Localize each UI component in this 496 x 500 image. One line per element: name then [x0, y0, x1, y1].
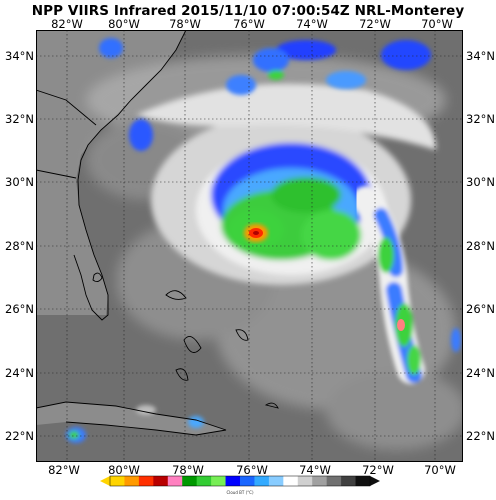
- land-cuba: [36, 402, 226, 435]
- hurricane-eye: [244, 224, 268, 242]
- coastlines: [36, 30, 279, 436]
- colorbar-title: Cloud BT (°C): [226, 490, 254, 495]
- colorbar-arrow-right: [370, 476, 380, 486]
- state-border: [36, 89, 97, 126]
- colorbar-swatch: [225, 476, 241, 486]
- turks-caicos: [264, 402, 279, 409]
- colorbar-swatch: [355, 476, 371, 486]
- colorbar-swatch: [196, 476, 212, 486]
- lat-label-right: 34°N: [466, 49, 495, 63]
- lat-label-right: 22°N: [466, 429, 495, 443]
- colorbar-swatch: [326, 476, 342, 486]
- bahamas-4: [175, 368, 189, 381]
- us-east-coast: [73, 30, 187, 321]
- colorbar-swatch: [138, 476, 154, 486]
- satellite-map[interactable]: [36, 30, 463, 462]
- lon-label-top: 82°W: [51, 17, 83, 31]
- lat-label-right: 32°N: [466, 112, 495, 126]
- lon-label-top: 74°W: [296, 17, 328, 31]
- image-title: NPP VIIRS Infrared 2015/11/10 07:00:54Z …: [31, 3, 465, 19]
- lat-label-left: 30°N: [5, 175, 34, 189]
- map-frame: [36, 30, 463, 462]
- colorbar-strip: [100, 475, 380, 487]
- colorbar-swatch: [167, 476, 183, 486]
- lat-label-left: 32°N: [5, 112, 34, 126]
- lon-label-bottom: 80°W: [108, 463, 140, 477]
- lon-label-bottom: 72°W: [362, 463, 394, 477]
- bahamas-3: [235, 329, 249, 341]
- lat-label-left: 26°N: [5, 302, 34, 316]
- lon-label-top: 72°W: [359, 17, 391, 31]
- colorbar-swatch: [268, 476, 284, 486]
- colorbar-swatch: [110, 476, 125, 486]
- lon-label-top: 76°W: [233, 17, 265, 31]
- colorbar: Cloud BT (°C): [100, 473, 380, 495]
- colorbar-swatch: [312, 476, 328, 486]
- lon-label-bottom: 70°W: [424, 463, 456, 477]
- lon-label-bottom: 76°W: [236, 463, 268, 477]
- land-southeast-us: [36, 30, 186, 315]
- colorbar-swatch: [283, 476, 299, 486]
- colorbar-swatch: [211, 476, 227, 486]
- lat-label-right: 28°N: [466, 239, 495, 253]
- colorbar-swatch: [182, 476, 198, 486]
- colorbar-swatch: [240, 476, 255, 486]
- eastern-rainband: [352, 186, 461, 384]
- southern-cells: [66, 405, 204, 443]
- colorbar-swatch: [153, 476, 169, 486]
- colorbar-arrow-left: [100, 476, 110, 486]
- lon-label-top: 78°W: [169, 17, 201, 31]
- lon-label-top: 80°W: [108, 17, 140, 31]
- state-border-2: [36, 169, 77, 179]
- lat-label-left: 22°N: [5, 429, 34, 443]
- lat-label-right: 30°N: [466, 175, 495, 189]
- lon-label-top: 70°W: [421, 17, 453, 31]
- lat-label-right: 24°N: [466, 366, 495, 380]
- infrared-imagery: [36, 30, 463, 462]
- lon-label-bottom: 82°W: [48, 463, 80, 477]
- lat-label-left: 28°N: [5, 239, 34, 253]
- colorbar-swatch: [124, 476, 140, 486]
- lat-label-left: 34°N: [5, 49, 34, 63]
- lat-label-right: 26°N: [466, 302, 495, 316]
- colorbar-swatch: [254, 476, 270, 486]
- rainband-hot-spot: [397, 319, 405, 331]
- cuba-coast: [36, 401, 227, 436]
- northern-band: [99, 38, 431, 151]
- bahamas-1: [165, 290, 187, 300]
- colorbar-swatch: [341, 476, 357, 486]
- bahamas-2: [183, 335, 202, 353]
- colorbar-swatch: [297, 476, 313, 486]
- lon-label-bottom: 74°W: [299, 463, 331, 477]
- lat-label-left: 24°N: [5, 366, 34, 380]
- graticule: [36, 30, 463, 462]
- lon-label-bottom: 78°W: [172, 463, 204, 477]
- lake-okeechobee: [92, 272, 103, 283]
- colorbar-frame: [109, 475, 371, 487]
